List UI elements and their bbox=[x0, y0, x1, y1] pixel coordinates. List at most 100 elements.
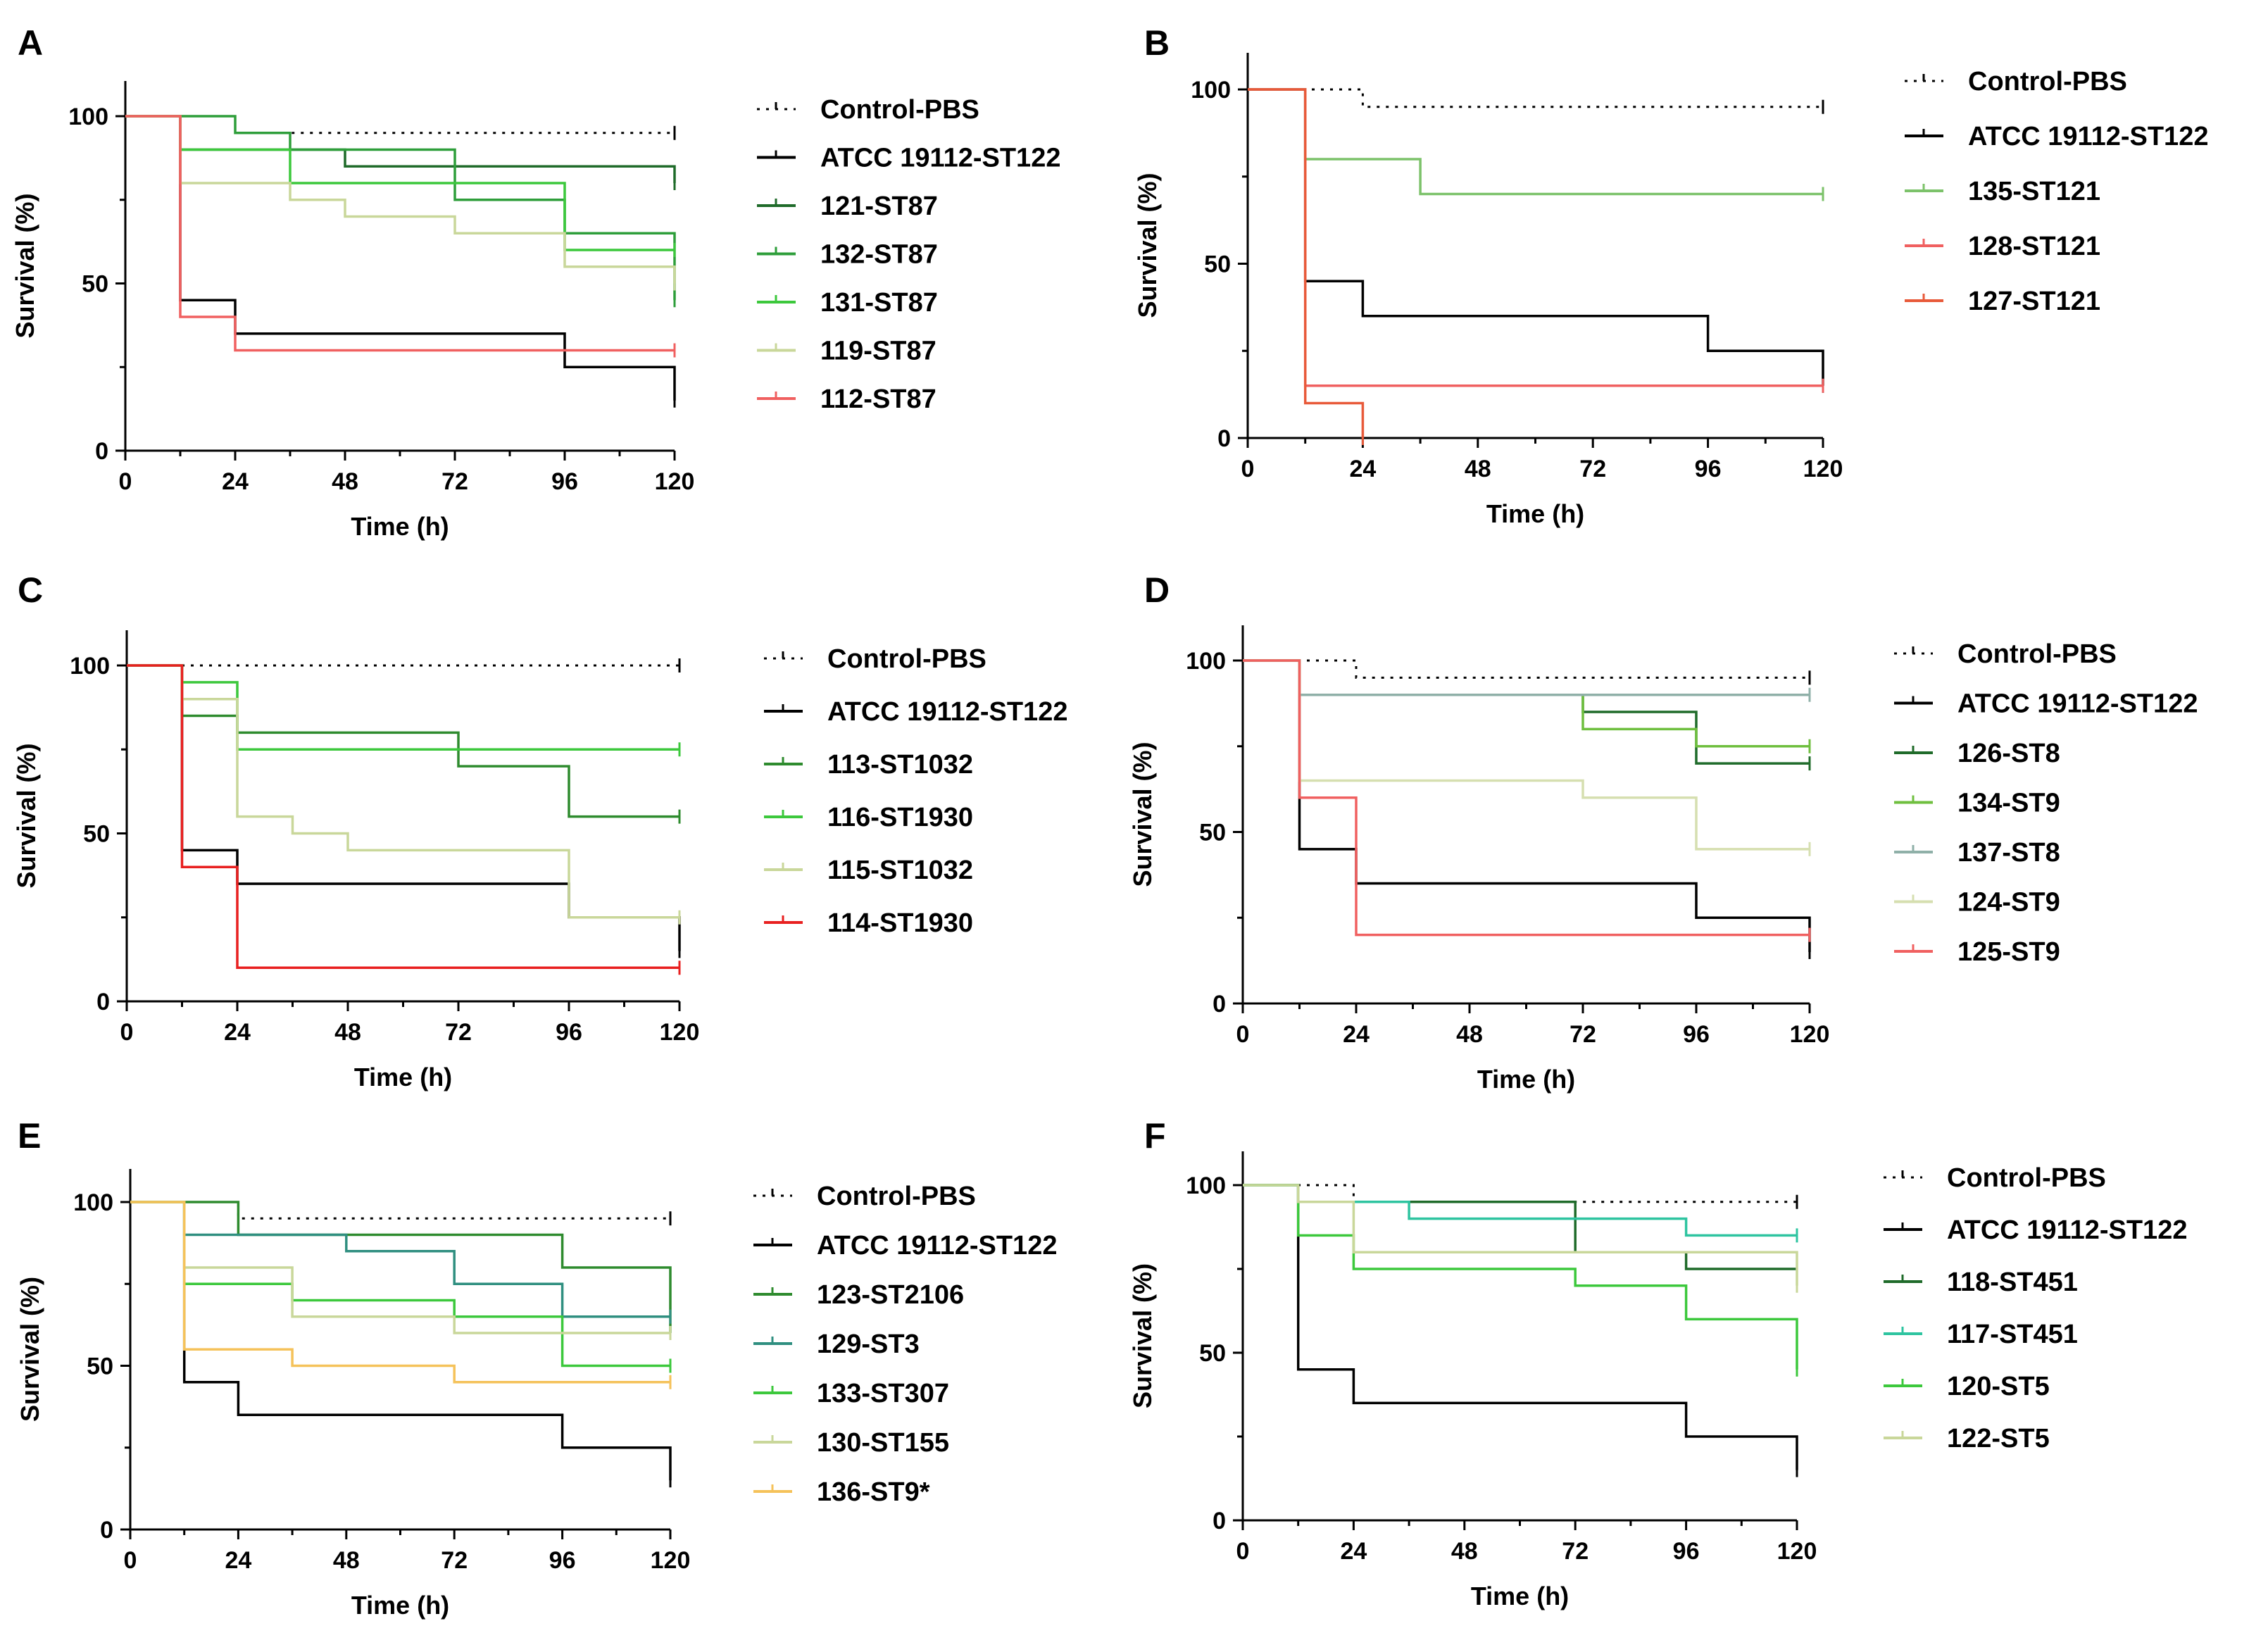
x-tick-label: 0 bbox=[1241, 456, 1255, 482]
series-line-125-st9 bbox=[1243, 659, 1810, 937]
x-axis-title: Time (h) bbox=[354, 1063, 452, 1091]
series-line-atcc-19112-st122 bbox=[127, 664, 681, 951]
series-line-127-st121 bbox=[1248, 88, 1365, 438]
legend-item: Control-PBS bbox=[757, 95, 979, 125]
legend-label: 122-ST5 bbox=[1947, 1424, 2050, 1453]
legend-item: 137-ST8 bbox=[1894, 838, 2060, 868]
legend-item: 114-ST1930 bbox=[764, 908, 973, 938]
chart-panel-a: A 0 24 48 72 96 120 0 50 100 Time (h) Survival (%) C… bbox=[11, 23, 1060, 541]
series-line-124-st9 bbox=[1243, 659, 1810, 851]
y-tick-label: 50 bbox=[87, 1353, 113, 1380]
legend-item: Control-PBS bbox=[1905, 67, 2127, 96]
x-tick-label: 96 bbox=[1695, 456, 1722, 482]
x-tick-label: 0 bbox=[1236, 1021, 1250, 1048]
x-tick-label: 120 bbox=[1777, 1538, 1817, 1565]
y-tick-label: 100 bbox=[1186, 1172, 1226, 1199]
legend-item: 128-ST121 bbox=[1905, 232, 2100, 261]
legend-label: 137-ST8 bbox=[1957, 838, 2060, 868]
legend-item: 123-ST2106 bbox=[753, 1280, 964, 1310]
legend-label: 128-ST121 bbox=[1968, 232, 2100, 261]
legend-item: 126-ST8 bbox=[1894, 739, 2060, 768]
panel-label: A bbox=[18, 23, 43, 63]
panel-label: F bbox=[1144, 1116, 1166, 1156]
y-tick-label: 0 bbox=[96, 989, 110, 1015]
legend-item: ATCC 19112-ST122 bbox=[757, 144, 1060, 173]
legend-item: 130-ST155 bbox=[753, 1428, 949, 1458]
x-tick-label: 24 bbox=[222, 468, 249, 495]
series-line-128-st121 bbox=[1248, 88, 1823, 387]
series-line-133-st307 bbox=[130, 1201, 670, 1368]
legend-label: 113-ST1032 bbox=[827, 750, 973, 780]
legend-item: 134-ST9 bbox=[1894, 789, 2060, 818]
series-line-control-pbs bbox=[130, 1201, 670, 1220]
x-tick-label: 120 bbox=[655, 468, 695, 495]
series-line-120-st5 bbox=[1243, 1184, 1798, 1370]
legend-item: 113-ST1032 bbox=[764, 750, 973, 780]
legend-label: 115-ST1032 bbox=[827, 856, 973, 885]
y-axis-title: Survival (%) bbox=[1133, 173, 1162, 318]
legend-item: Control-PBS bbox=[764, 644, 986, 674]
legend-label: Control-PBS bbox=[1968, 67, 2127, 96]
x-tick-label: 120 bbox=[1790, 1021, 1830, 1048]
x-tick-label: 72 bbox=[441, 468, 468, 495]
series-line-122-st5 bbox=[1243, 1184, 1798, 1286]
legend-item: 133-ST307 bbox=[753, 1379, 949, 1408]
legend-label: 117-ST451 bbox=[1947, 1320, 2078, 1349]
legend-item: 118-ST451 bbox=[1884, 1268, 2078, 1297]
y-axis-title: Survival (%) bbox=[15, 1277, 44, 1422]
legend-label: 126-ST8 bbox=[1957, 739, 2060, 768]
y-tick-label: 50 bbox=[1199, 1340, 1226, 1367]
series-line-control-pbs bbox=[1243, 659, 1810, 679]
x-tick-label: 120 bbox=[660, 1019, 700, 1046]
series-line-115-st1032 bbox=[127, 664, 679, 919]
series-line-control-pbs bbox=[1248, 88, 1823, 108]
panel-label: D bbox=[1144, 570, 1170, 610]
legend-label: 136-ST9* bbox=[817, 1477, 930, 1507]
legend-label: ATCC 19112-ST122 bbox=[827, 697, 1067, 727]
x-axis-title: Time (h) bbox=[1486, 499, 1584, 528]
legend-item: 122-ST5 bbox=[1884, 1424, 2050, 1453]
series-line-118-st451 bbox=[1243, 1184, 1797, 1270]
x-axis-title: Time (h) bbox=[1477, 1065, 1575, 1094]
legend-label: 120-ST5 bbox=[1947, 1372, 2050, 1401]
x-tick-label: 48 bbox=[1451, 1538, 1478, 1565]
y-tick-label: 100 bbox=[70, 653, 110, 680]
x-tick-label: 96 bbox=[556, 1019, 582, 1046]
legend-item: 136-ST9* bbox=[753, 1477, 930, 1507]
series-line-116-st1930 bbox=[127, 664, 679, 751]
y-axis-title: Survival (%) bbox=[1128, 742, 1157, 887]
x-tick-label: 24 bbox=[224, 1019, 251, 1046]
x-tick-label: 96 bbox=[551, 468, 578, 495]
chart-panel-e: E 0 24 48 72 96 120 0 50 100 Time (h) Survival (%) C… bbox=[15, 1116, 1057, 1620]
x-tick-label: 72 bbox=[1562, 1538, 1589, 1565]
panel-label: B bbox=[1144, 23, 1170, 63]
legend-item: Control-PBS bbox=[1894, 639, 2117, 669]
legend-item: ATCC 19112-ST122 bbox=[764, 697, 1067, 727]
y-tick-label: 100 bbox=[73, 1189, 113, 1216]
legend-label: 124-ST9 bbox=[1957, 888, 2060, 918]
series-line-113-st1032 bbox=[127, 664, 679, 818]
legend-item: 132-ST87 bbox=[757, 240, 938, 270]
legend-item: Control-PBS bbox=[753, 1182, 976, 1211]
x-tick-label: 96 bbox=[549, 1547, 576, 1574]
legend-label: Control-PBS bbox=[820, 95, 979, 125]
x-tick-label: 48 bbox=[1456, 1021, 1483, 1048]
legend-label: 129-ST3 bbox=[817, 1329, 920, 1359]
x-tick-label: 24 bbox=[1349, 456, 1376, 482]
x-tick-label: 96 bbox=[1673, 1538, 1700, 1565]
legend-label: 114-ST1930 bbox=[827, 908, 973, 938]
series-line-atcc-19112-st122 bbox=[1248, 88, 1824, 386]
chart-panel-b: B 0 24 48 72 96 120 0 50 100 Time (h) Survival (%) C… bbox=[1133, 23, 2208, 528]
series-line-123-st2106 bbox=[130, 1201, 672, 1333]
y-tick-label: 50 bbox=[83, 821, 110, 848]
y-tick-label: 0 bbox=[1213, 991, 1226, 1018]
y-tick-label: 100 bbox=[1186, 648, 1226, 675]
legend-label: Control-PBS bbox=[1947, 1163, 2106, 1193]
y-tick-label: 50 bbox=[82, 271, 108, 298]
legend-label: Control-PBS bbox=[827, 644, 986, 674]
series-line-control-pbs bbox=[1243, 1184, 1797, 1203]
series-line-atcc-19112-st122 bbox=[1243, 659, 1811, 952]
series-line-114-st1930 bbox=[127, 664, 679, 970]
legend-item: 125-ST9 bbox=[1894, 937, 2060, 967]
x-tick-label: 0 bbox=[1236, 1538, 1250, 1565]
